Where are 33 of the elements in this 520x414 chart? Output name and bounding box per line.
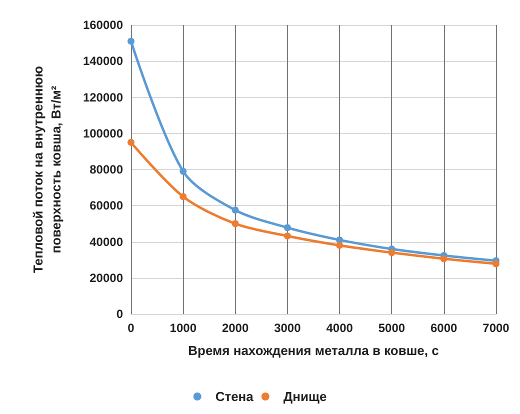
y-tick-label: 0 [116,307,124,321]
x-tick-label: 2000 [222,321,249,335]
y-axis-title: Тепловой поток на внутреннюю поверхность ковша, Вт/м² [30,66,64,273]
y-tick-label: 80000 [90,162,124,176]
point [284,224,291,232]
point [180,193,187,200]
point [284,232,291,240]
x-tick-label: 7000 [482,321,510,335]
point [492,260,500,268]
y-tick-label: 160000 [82,18,124,32]
x-tick-label: 4000 [326,321,354,335]
point [232,220,239,228]
x-tick-label: 1000 [170,321,197,335]
x-axis-title: Время нахождения металла в ковше, с [188,343,439,358]
point [232,206,239,214]
point [180,168,187,175]
point [440,255,448,262]
y-tick-label: 100000 [82,126,124,140]
x-tick-label: 0 [128,321,135,335]
y-tick-label: 20000 [90,270,124,285]
point [336,242,344,249]
legend-label: Стена [215,389,254,404]
point [128,138,134,146]
x-tick-label: 6000 [430,321,458,335]
point [388,249,396,256]
legend-label: Днище [283,389,327,404]
y-tick-label: 60000 [90,198,124,213]
x-tick-label: 3000 [274,321,302,335]
y-tick-label: 40000 [90,234,124,249]
y-tick-label: 120000 [82,90,124,104]
x-tick-label: 5000 [378,321,406,335]
y-tick-label: 140000 [82,54,124,68]
point [128,38,134,45]
